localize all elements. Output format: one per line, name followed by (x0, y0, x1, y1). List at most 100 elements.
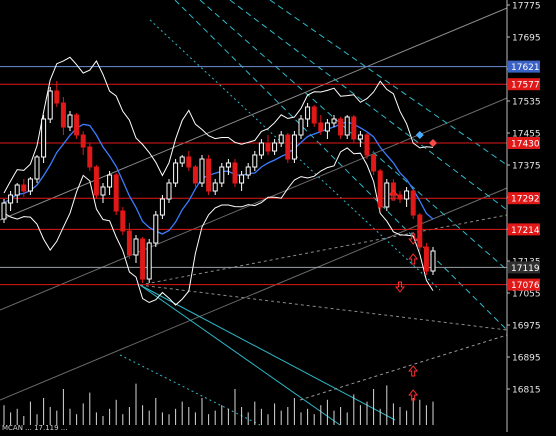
candle-body (404, 190, 410, 200)
axis-tick-label: 17695 (512, 34, 541, 44)
candle-body (305, 106, 311, 120)
candle-body (67, 114, 73, 128)
candle-body (14, 184, 20, 196)
candle-body (371, 154, 377, 172)
axis-tick-label: 16815 (512, 386, 541, 396)
candle-body (146, 242, 152, 280)
candle-body (8, 194, 14, 204)
candle-body (410, 190, 416, 216)
candle-body (100, 186, 106, 196)
candle-body (80, 134, 86, 148)
candle-body (1, 202, 7, 220)
trendline (229, 0, 508, 211)
candle-body (225, 162, 231, 168)
axis-tick-label: 17055 (512, 290, 541, 300)
candle-body (331, 118, 337, 124)
candle-body (206, 158, 212, 192)
candle-body (126, 230, 132, 256)
trendline (299, 334, 508, 401)
arrow-up-icon (408, 253, 419, 265)
candle-body (186, 156, 192, 168)
candle-body (87, 146, 93, 168)
diamond-marker-icon (415, 131, 424, 139)
candle-body (364, 134, 370, 156)
candle-body (298, 118, 304, 136)
candle-body (311, 106, 317, 124)
axis-tick-label: 17775 (512, 2, 541, 12)
candle-body (21, 184, 27, 192)
axis-tick-label: 17375 (512, 162, 541, 172)
trendline (0, 97, 508, 311)
candle-body (212, 182, 218, 192)
candle-body (173, 162, 179, 184)
candle-body (219, 166, 225, 184)
signal-arrows (388, 131, 437, 401)
candle-body (120, 210, 126, 232)
candle-body (272, 142, 278, 152)
trendline (139, 284, 396, 421)
candle-body (41, 118, 47, 158)
candle-body (179, 156, 185, 164)
candle-body (397, 194, 403, 200)
axis-tick-label: 16895 (512, 354, 541, 364)
candle-body (239, 174, 245, 184)
candle-body (166, 182, 172, 200)
trendline (149, 19, 441, 291)
candle-body (338, 118, 344, 136)
level-label: 17214 (511, 226, 540, 236)
candle-body (153, 214, 159, 244)
level-tag (508, 261, 540, 274)
level-label: 17076 (511, 281, 540, 291)
level-tag (508, 137, 540, 149)
candle-body (34, 156, 40, 180)
trendline (119, 354, 261, 426)
level-label: 17577 (511, 81, 540, 91)
bollinger-lower (3, 147, 434, 306)
candlestick-series (1, 81, 436, 283)
candle-body (232, 162, 238, 184)
candle-body (324, 122, 330, 132)
arrow-up-icon (408, 365, 419, 377)
candle-body (113, 174, 119, 212)
trendline (0, 187, 508, 401)
trendline (139, 214, 508, 286)
candle-body (159, 198, 165, 216)
candle-body (107, 174, 113, 188)
candle-body (430, 250, 436, 272)
axis-tick-label: 17455 (512, 130, 541, 140)
level-tag (508, 60, 540, 73)
level-tag (508, 223, 540, 236)
level-label: 17119 (511, 264, 540, 274)
candle-body (199, 158, 205, 184)
candle-body (133, 238, 139, 256)
level-tag (508, 278, 540, 291)
candle-body (258, 142, 264, 156)
candle-body (278, 134, 284, 144)
arrow-up-icon (408, 389, 419, 401)
candle-body (140, 238, 146, 280)
arrow-down-icon (408, 233, 419, 245)
candle-body (351, 116, 357, 140)
bollinger-upper (3, 56, 434, 194)
level-label: 17621 (511, 63, 540, 73)
candle-body (54, 90, 60, 104)
candle-body (245, 166, 251, 176)
candle-body (285, 134, 291, 160)
volume-bars (3, 383, 434, 425)
trendline (0, 7, 508, 221)
candle-body (27, 178, 33, 192)
candle-body (47, 90, 53, 120)
axis-tick-label: 17535 (512, 98, 541, 108)
candle-body (60, 102, 66, 128)
arrow-up-icon (388, 189, 399, 201)
candle-body (291, 134, 297, 160)
trendline (269, 0, 508, 166)
axis-tick-label: 16975 (512, 322, 541, 332)
arrow-down-icon (394, 281, 406, 293)
level-tag (508, 192, 540, 205)
candle-body (252, 154, 258, 168)
trendline (139, 284, 341, 426)
